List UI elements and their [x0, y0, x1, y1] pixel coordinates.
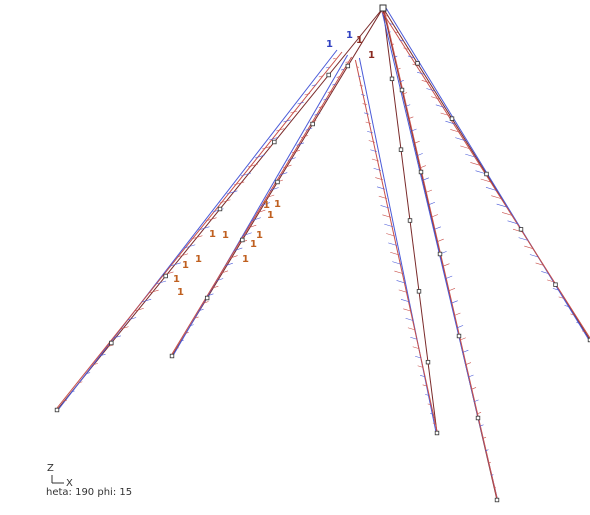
node [438, 252, 442, 256]
node [450, 117, 454, 121]
node [426, 360, 430, 364]
load-label: 1 [250, 239, 257, 250]
node [400, 88, 404, 92]
load-label: 1 [326, 39, 333, 50]
node [519, 228, 523, 232]
node [476, 416, 480, 420]
node [170, 354, 174, 358]
node [419, 170, 423, 174]
load-label: 1 [368, 50, 375, 61]
node [408, 219, 412, 223]
load-label: 1 [267, 210, 274, 221]
load-label: 1 [256, 230, 263, 241]
node [164, 274, 168, 278]
node [110, 341, 114, 345]
load-label: 1 [182, 260, 189, 271]
node [55, 408, 59, 412]
load-label: 1 [177, 287, 184, 298]
node [346, 64, 350, 68]
load-label: 1 [222, 230, 229, 241]
load-label: 1 [195, 254, 202, 265]
node [485, 172, 489, 176]
node [218, 207, 222, 211]
viewport: 1111111111111111 Z X heta: 190 phi: 15 [0, 0, 590, 515]
load-label: 1 [356, 35, 363, 46]
node [273, 140, 277, 144]
node [241, 238, 245, 242]
node [417, 290, 421, 294]
node [554, 283, 558, 287]
node [205, 296, 209, 300]
view-orientation: heta: 190 phi: 15 [46, 487, 132, 498]
load-label: 1 [346, 30, 353, 41]
background [0, 0, 590, 515]
node [390, 77, 394, 81]
node [311, 122, 315, 126]
axis-z-label: Z [47, 463, 54, 474]
load-label: 1 [209, 229, 216, 240]
load-label: 1 [274, 199, 281, 210]
node [457, 334, 461, 338]
node [276, 180, 280, 184]
node [327, 73, 331, 77]
node [495, 498, 499, 502]
load-label: 1 [173, 274, 180, 285]
node [416, 62, 420, 66]
node [380, 5, 386, 11]
node [435, 431, 439, 435]
node [399, 148, 403, 152]
load-label: 1 [242, 254, 249, 265]
